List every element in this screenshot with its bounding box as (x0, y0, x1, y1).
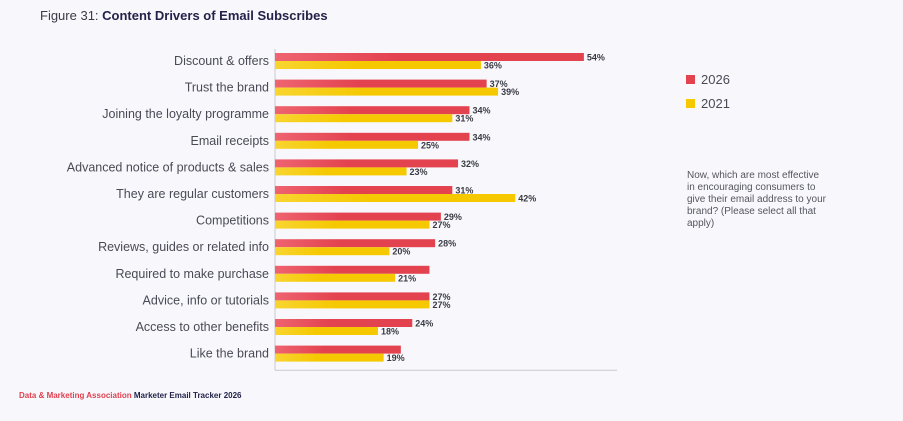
bar-2021 (275, 114, 453, 123)
bar-2021 (275, 87, 499, 96)
bar-2021 (275, 61, 481, 69)
value-label-2026: 34% (472, 106, 490, 116)
category-label: Access to other benefits (136, 320, 269, 334)
legend-label-2026: 2026 (701, 72, 730, 87)
value-label-2026: 31% (455, 186, 473, 196)
category-label: Advice, info or tutorials (143, 293, 269, 307)
footer-org: Data & Marketing Association (19, 391, 132, 400)
bar-2021 (275, 273, 396, 282)
bar-2021 (275, 353, 384, 362)
value-label-2026: 34% (472, 132, 490, 142)
category-label: Advanced notice of products & sales (67, 160, 269, 174)
category-label: Like the brand (190, 347, 269, 361)
bar-2026 (275, 132, 470, 141)
bar-2021 (275, 167, 407, 176)
category-label: Email receipts (191, 134, 270, 148)
value-label-2026: 24% (415, 319, 433, 329)
category-label: They are regular customers (116, 187, 269, 201)
bar-2026 (275, 106, 470, 115)
value-label-2026: 32% (461, 159, 479, 169)
footer-report: Marketer Email Tracker 2026 (133, 391, 242, 400)
bar-2026 (275, 212, 441, 221)
legend-label-2021: 2021 (701, 96, 730, 111)
legend-swatch-2026 (686, 75, 695, 84)
bar-2026 (275, 53, 584, 61)
value-label-2021: 42% (518, 194, 536, 204)
bar-2026 (275, 79, 487, 88)
value-label-2026: 28% (438, 239, 456, 249)
category-label: Reviews, guides or related info (98, 240, 269, 254)
value-label-2021: 27% (432, 300, 450, 310)
title-prefix: Figure 31: (40, 8, 103, 23)
category-label: Discount & offers (174, 54, 269, 68)
value-label-2021: 19% (387, 353, 405, 363)
figure-title: Figure 31: Content Drivers of Email Subs… (40, 8, 328, 23)
value-label-2026: 27% (432, 292, 450, 302)
footer: Data & Marketing Association Marketer Em… (19, 391, 242, 400)
bar-2026 (275, 292, 430, 301)
value-label-2021: 21% (398, 273, 416, 283)
question-note: Now, which are most effective in encoura… (687, 170, 826, 229)
category-label: Competitions (196, 214, 269, 228)
value-label-2021: 36% (484, 61, 502, 71)
value-label-2021: 18% (381, 327, 399, 337)
bar-2026 (275, 265, 430, 274)
value-label-2026: 54% (587, 53, 605, 63)
value-label-2021: 27% (432, 220, 450, 230)
legend-item-2026: 2026 (686, 72, 730, 87)
value-label-2021: 20% (392, 247, 410, 257)
value-label-2021: 39% (501, 87, 519, 97)
bar-2026 (275, 319, 413, 327)
bar-2026 (275, 186, 453, 194)
bar-2021 (275, 247, 390, 256)
legend-item-2021: 2021 (686, 96, 730, 111)
category-label: Trust the brand (185, 81, 269, 95)
legend-swatch-2021 (686, 99, 695, 108)
bar-2021 (275, 327, 378, 335)
category-label: Joining the loyalty programme (102, 107, 269, 121)
value-label-2021: 25% (421, 140, 439, 150)
bar-2021 (275, 194, 516, 202)
category-label: Required to make purchase (115, 267, 269, 281)
bar-2026 (275, 345, 401, 354)
bar-2021 (275, 300, 430, 309)
value-label-2026: 37% (490, 79, 508, 89)
title-main: Content Drivers of Email Subscribes (102, 8, 328, 23)
bar-2021 (275, 220, 430, 229)
bar-2026 (275, 239, 436, 248)
value-label-2021: 23% (410, 167, 428, 177)
value-label-2021: 31% (455, 114, 473, 124)
value-label-2026: 29% (444, 212, 462, 222)
bar-2026 (275, 159, 459, 168)
bar-2021 (275, 140, 418, 149)
